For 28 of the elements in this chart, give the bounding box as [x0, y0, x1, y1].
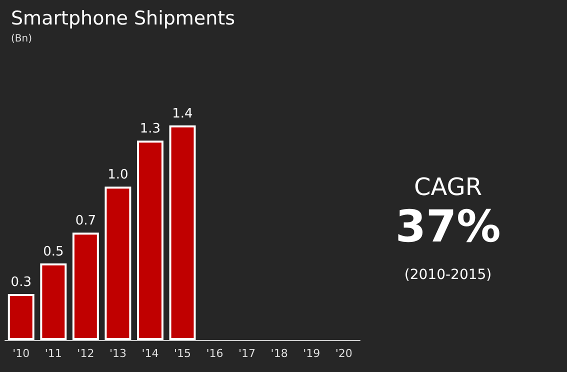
data-label: 1.4 [172, 106, 193, 122]
x-tick-label: '14 [142, 347, 159, 360]
x-tick-label: '13 [109, 347, 126, 360]
bar [169, 125, 196, 340]
x-tick-label: '20 [335, 347, 352, 360]
bar [136, 140, 164, 340]
x-tick-label: '19 [303, 347, 320, 360]
data-label: 1.3 [140, 122, 161, 137]
x-tick-label: '15 [174, 347, 192, 360]
data-label: 0.5 [43, 244, 64, 260]
x-tick-label: '16 [206, 347, 224, 360]
x-tick-label: '17 [238, 347, 256, 360]
text: (2010-2015) [404, 267, 492, 283]
chart-title: Smartphone Shipments [11, 8, 236, 30]
bar [104, 186, 132, 340]
data-label: 0.7 [75, 214, 96, 229]
bar [40, 263, 67, 340]
bar [72, 232, 99, 340]
bar [8, 294, 34, 340]
x-tick-label: '12 [77, 347, 94, 360]
x-tick-label: '11 [44, 347, 62, 360]
data-label: 0.3 [10, 275, 32, 290]
data-label: 1.0 [108, 168, 128, 183]
x-tick-label: '10 [12, 347, 30, 360]
text: 37% [395, 202, 501, 252]
x-tick-label: '18 [270, 347, 288, 360]
chart-subtitle: (Bn) [11, 34, 32, 44]
text: CAGR [414, 173, 482, 201]
